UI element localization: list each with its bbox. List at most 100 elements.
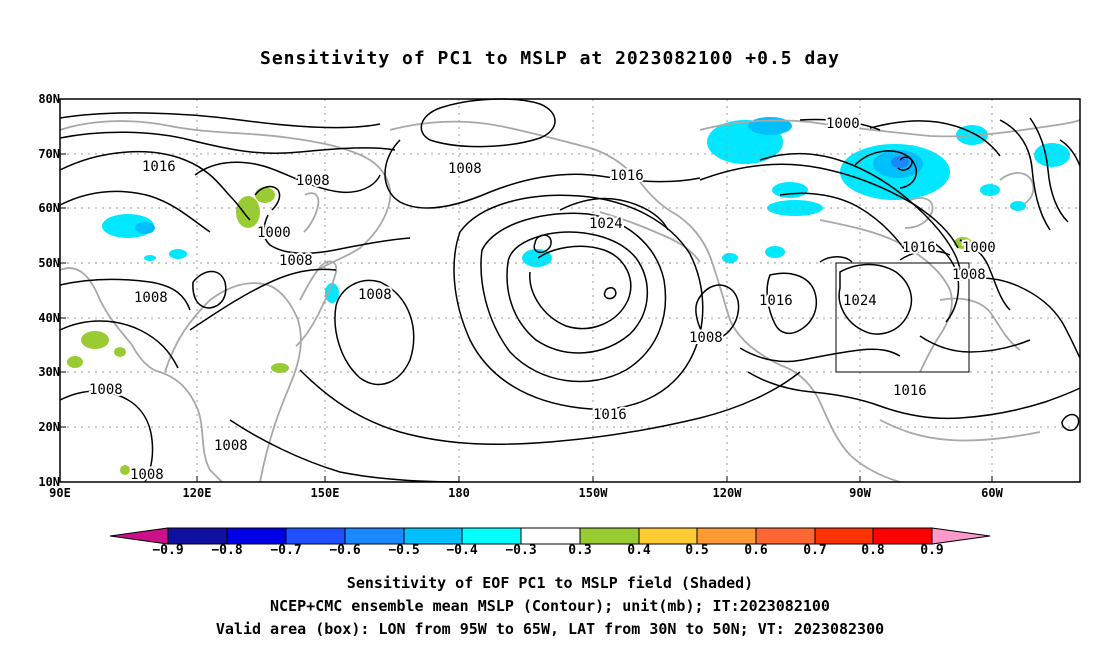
lat-label: 70N (38, 147, 60, 161)
colorbar-label: −0.8 (211, 543, 243, 558)
lon-label: 120W (712, 486, 742, 500)
coastlines (59, 119, 1081, 483)
lat-label: 80N (38, 92, 60, 106)
axis-ticks (60, 98, 993, 483)
shade-patch (135, 222, 155, 234)
colorbar-label: −0.5 (388, 543, 420, 558)
colorbar-label: 0.7 (803, 543, 827, 558)
shade-patch (765, 246, 785, 258)
valid-area-box (835, 262, 970, 373)
lon-label: 150W (578, 486, 608, 500)
shade-patch (169, 249, 187, 259)
caption-valid-area: Valid area (box): LON from 95W to 65W, L… (215, 620, 885, 638)
colorbar-label: 0.8 (861, 543, 885, 558)
colorbar-cell (167, 527, 228, 545)
colorbar-label: 0.6 (744, 543, 768, 558)
contour-label: 1008 (296, 173, 330, 189)
map-frame (59, 98, 1081, 483)
shade-patch (980, 184, 1000, 196)
colorbar-high-triangle (931, 527, 991, 545)
contour-label: 1016 (902, 240, 936, 256)
shade-patch (1034, 143, 1070, 167)
colorbar-cell (226, 527, 287, 545)
contour-label: 1008 (689, 330, 723, 346)
colorbar-label: −0.7 (270, 543, 302, 558)
colorbar-cell (285, 527, 346, 545)
contour-label: 1008 (134, 290, 168, 306)
graticule (60, 99, 1080, 482)
shade-patch (722, 253, 738, 263)
colorbar-cell (872, 527, 933, 545)
caption-contour: NCEP+CMC ensemble mean MSLP (Contour); u… (270, 597, 830, 615)
shade-patch (954, 237, 972, 249)
colorbar-cell (403, 527, 463, 545)
colorbar-label: 0.9 (920, 543, 944, 558)
contour-label: 1008 (952, 267, 986, 283)
shade-patch (325, 283, 339, 303)
contour-label: 1016 (593, 407, 627, 423)
lon-label: 60W (981, 486, 1003, 500)
colorbar-label: 0.4 (627, 543, 651, 558)
colorbar-label: −0.4 (446, 543, 478, 558)
contour-labels: 1016 1008 1000 1008 1008 1008 1008 1008 … (87, 114, 998, 485)
lat-label: 20N (38, 420, 60, 434)
contour-label: 1024 (843, 293, 877, 309)
contour-label: 1008 (279, 253, 313, 269)
lon-label: 180 (448, 486, 470, 500)
contour-label: 1016 (893, 383, 927, 399)
colorbar-cell (814, 527, 874, 545)
colorbar-low-triangle (109, 527, 169, 545)
contour-label: 1016 (142, 159, 176, 175)
lat-label: 40N (38, 311, 60, 325)
lat-label: 10N (38, 475, 60, 489)
lon-label: 150E (310, 486, 340, 500)
lat-label: 60N (38, 201, 60, 215)
colorbar-cell (696, 527, 757, 545)
shade-patch (772, 182, 808, 198)
shade-patch (114, 347, 126, 357)
shade-patch (120, 465, 130, 475)
caption-shading: Sensitivity of EOF PC1 to MSLP field (Sh… (346, 574, 754, 592)
contour-label: 1008 (89, 382, 123, 398)
lon-label: 90E (49, 486, 71, 500)
colorbar-label: 0.5 (685, 543, 709, 558)
colorbar-cell (755, 527, 816, 545)
colorbar (109, 527, 991, 545)
contour-label: 1016 (610, 168, 644, 184)
colorbar-label: 0.3 (568, 543, 592, 558)
shade-patch (144, 255, 156, 261)
contour-label: 1008 (358, 287, 392, 303)
lat-label: 50N (38, 256, 60, 270)
colorbar-label: −0.6 (329, 543, 361, 558)
colorbar-label: −0.9 (152, 543, 184, 558)
map-panel: 1016 1008 1000 1008 1008 1008 1008 1008 … (59, 98, 1081, 485)
lon-label: 90W (849, 486, 871, 500)
lon-label: 120E (182, 486, 212, 500)
contour-label: 1000 (826, 116, 860, 132)
contour-label: 1008 (214, 438, 248, 454)
contour-label: 1008 (130, 467, 164, 483)
contour-label: 1008 (448, 161, 482, 177)
contour-label: 1000 (257, 225, 291, 241)
mslp-contours (59, 98, 1081, 483)
sensitivity-shading (67, 117, 1070, 475)
colorbar-cell (638, 527, 698, 545)
colorbar-cell (344, 527, 405, 545)
shade-patch (271, 363, 289, 373)
shade-patch (236, 196, 260, 228)
contour-label: 1024 (589, 216, 623, 232)
colorbar-cell (520, 527, 581, 545)
contour-label: 1016 (759, 293, 793, 309)
colorbar-cell (461, 527, 522, 545)
map-title: Sensitivity of PC1 to MSLP at 2023082100… (259, 48, 840, 69)
shade-patch (1010, 201, 1026, 211)
colorbar-label: −0.3 (505, 543, 537, 558)
lat-label: 30N (38, 365, 60, 379)
contour-label: 1000 (962, 240, 996, 256)
shade-patch (81, 331, 109, 349)
colorbar-cell (579, 527, 640, 545)
shade-patch (891, 156, 909, 168)
shade-patch (255, 187, 275, 203)
shade-patch (67, 356, 83, 368)
